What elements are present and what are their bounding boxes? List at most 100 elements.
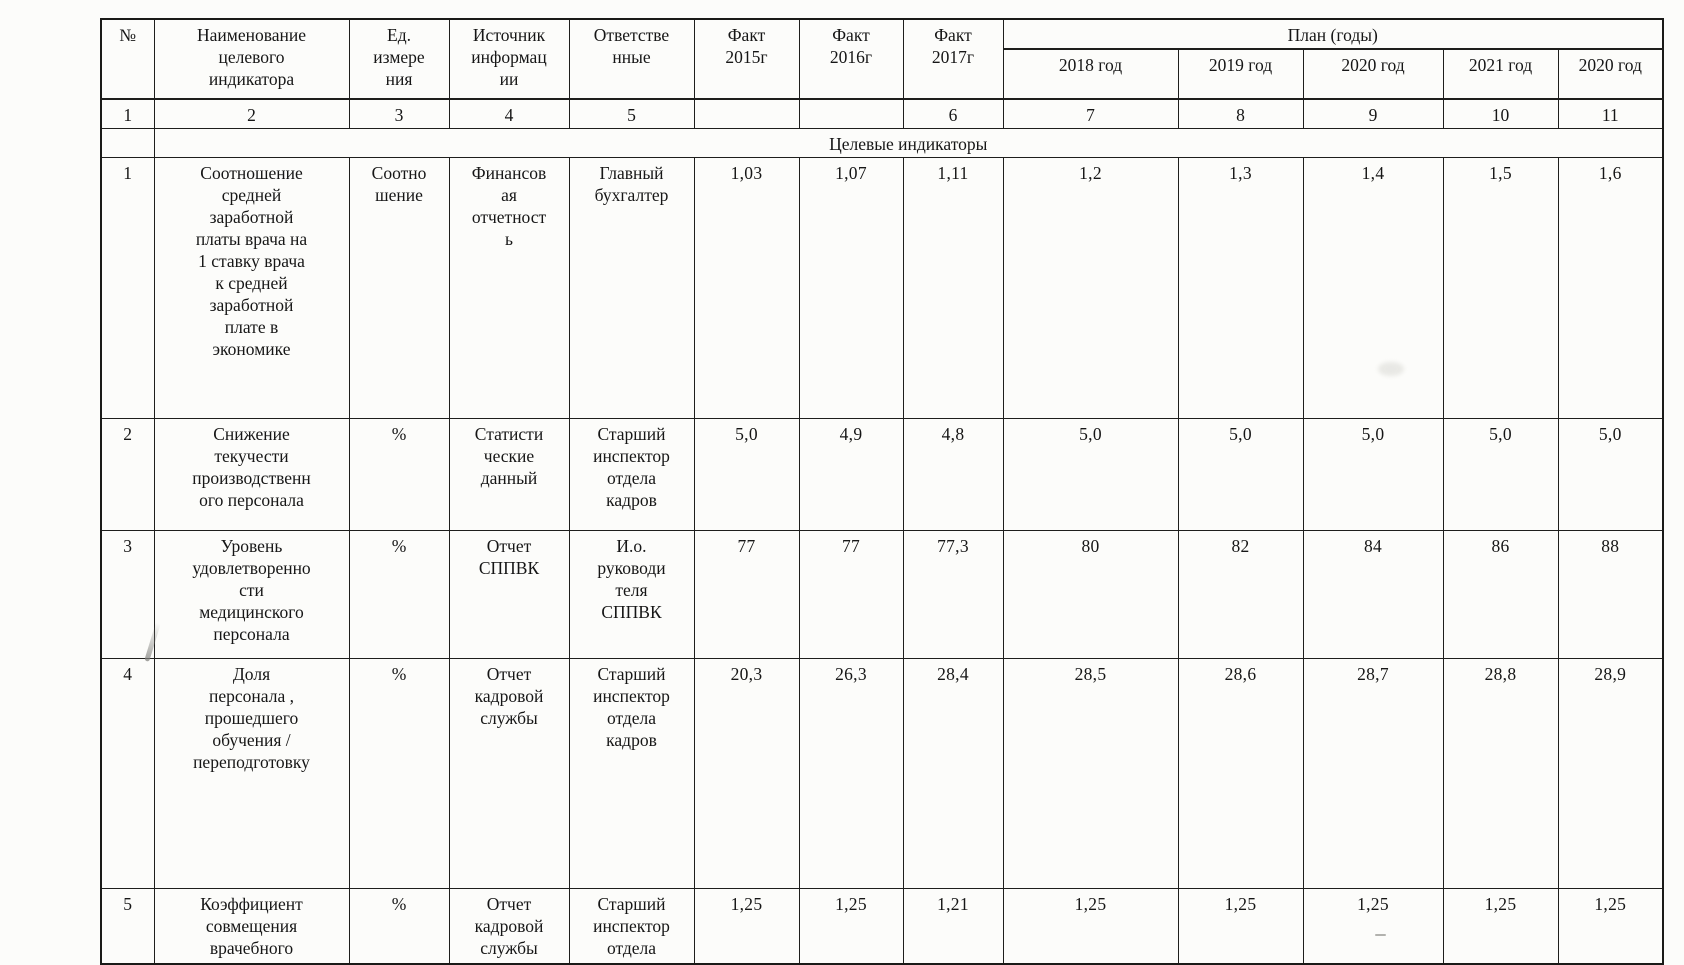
plan-2020b-value: 28,9 [1557,658,1664,889]
col-num: 8 [1177,98,1304,129]
col-num: 2 [153,98,350,129]
col-header-unit: Ед. измере ния [348,18,450,100]
plan-2020b-value: 1,25 [1557,888,1664,964]
table-header-row: № Наименование целевого индикатора Ед. и… [100,18,1664,100]
scan-smudge-artifact [1378,362,1404,376]
source: Финансов ая отчетност ь [448,157,570,419]
plan-2021-value: 1,5 [1442,157,1559,419]
col-group-header-plan-years: План (годы) [1002,18,1664,50]
unit: % [348,530,450,659]
plan-2020b-value: 5,0 [1557,418,1664,531]
col-header-plan-2018: 2018 год [1002,48,1179,100]
section-row: Целевые индикаторы [100,128,1664,158]
col-header-fact-2017: Факт 2017г [902,18,1004,100]
target-indicators-table: № Наименование целевого индикатора Ед. и… [100,18,1665,965]
row-no: 5 [100,888,155,964]
col-header-plan-2021: 2021 год [1442,48,1559,100]
indicator-name: Снижение текучести производственн ого пе… [153,418,350,531]
fact-2016-value: 26,3 [798,658,904,889]
fact-2016-value: 1,25 [798,888,904,964]
fact-2015-value: 1,25 [693,888,800,964]
unit: % [348,658,450,889]
table-header-plan-years-row: 2018 год 2019 год 2020 год 2021 год 2020… [101,48,1664,100]
fact-2015-value: 20,3 [693,658,800,889]
col-header-plan-2020b: 2020 год [1557,48,1664,100]
col-header-fact-2016: Факт 2016г [798,18,904,100]
unit: Соотно шение [348,157,450,419]
fact-2017-value: 77,3 [902,530,1004,659]
col-num [693,98,800,129]
col-header-indicator-name: Наименование целевого индикатора [153,18,350,100]
row-no: 3 [100,530,155,659]
source: Отчет кадровой службы [448,658,570,889]
responsible: Старший инспектор отдела кадров [568,418,695,531]
plan-2019-value: 82 [1177,530,1304,659]
col-num: 3 [348,98,450,129]
col-num: 5 [568,98,695,129]
plan-2020-value: 28,7 [1302,658,1444,889]
col-num: 7 [1002,98,1179,129]
fact-2017-value: 4,8 [902,418,1004,531]
plan-2020-value: 1,4 [1302,157,1444,419]
indicator-name: Уровень удовлетворенно сти медицинского … [153,530,350,659]
indicator-name: Доля персонала , прошедшего обучения / п… [153,658,350,889]
unit: % [348,888,450,964]
fact-2015-value: 1,03 [693,157,800,419]
plan-2018-value: 1,25 [1002,888,1179,964]
col-header-responsible: Ответстве нные [568,18,695,100]
col-header-plan-2020: 2020 год [1302,48,1444,100]
fact-2015-value: 5,0 [693,418,800,531]
col-header-source: Источник информац ии [448,18,570,100]
plan-2020-value: 5,0 [1302,418,1444,531]
plan-2020-value: 84 [1302,530,1444,659]
plan-2019-value: 1,3 [1177,157,1304,419]
col-num: 1 [100,98,155,129]
plan-2021-value: 1,25 [1442,888,1559,964]
responsible: И.о. руководи теля СППВК [568,530,695,659]
col-num: 9 [1302,98,1444,129]
fact-2015-value: 77 [693,530,800,659]
plan-2021-value: 86 [1442,530,1559,659]
table-row: 2 Снижение текучести производственн ого … [100,418,1664,531]
source: Отчет СППВК [448,530,570,659]
scan-dash-artifact [1375,934,1386,936]
responsible: Главный бухгалтер [568,157,695,419]
plan-2018-value: 80 [1002,530,1179,659]
plan-2019-value: 1,25 [1177,888,1304,964]
fact-2016-value: 4,9 [798,418,904,531]
responsible: Старший инспектор отдела [568,888,695,964]
plan-2019-value: 28,6 [1177,658,1304,889]
section-title: Целевые индикаторы [153,128,1664,158]
unit: % [348,418,450,531]
plan-2020b-value: 88 [1557,530,1664,659]
indicator-name: Соотношение средней заработной платы вра… [153,157,350,419]
fact-2017-value: 1,11 [902,157,1004,419]
indicator-name: Коэффициент совмещения врачебного [153,888,350,964]
plan-2018-value: 1,2 [1002,157,1179,419]
row-no: 2 [100,418,155,531]
fact-2016-value: 77 [798,530,904,659]
plan-2020-value: 1,25 [1302,888,1444,964]
col-header-plan-2019: 2019 год [1177,48,1304,100]
section-row-empty-cell [100,128,155,158]
col-num [798,98,904,129]
table-row: 3 Уровень удовлетворенно сти медицинског… [100,530,1664,659]
source: Отчет кадровой службы [448,888,570,964]
table-row: 5 Коэффициент совмещения врачебного % От… [100,888,1664,964]
row-no: 1 [100,157,155,419]
source: Статисти ческие данный [448,418,570,531]
fact-2016-value: 1,07 [798,157,904,419]
plan-2021-value: 5,0 [1442,418,1559,531]
plan-2020b-value: 1,6 [1557,157,1664,419]
row-no: 4 [100,658,155,889]
col-header-fact-2015: Факт 2015г [693,18,800,100]
col-num: 6 [902,98,1004,129]
responsible: Старший инспектор отдела кадров [568,658,695,889]
plan-2019-value: 5,0 [1177,418,1304,531]
table-row: 1 Соотношение средней заработной платы в… [100,157,1664,419]
plan-2021-value: 28,8 [1442,658,1559,889]
col-num: 4 [448,98,570,129]
col-num: 10 [1442,98,1559,129]
col-header-no: № [100,18,155,100]
